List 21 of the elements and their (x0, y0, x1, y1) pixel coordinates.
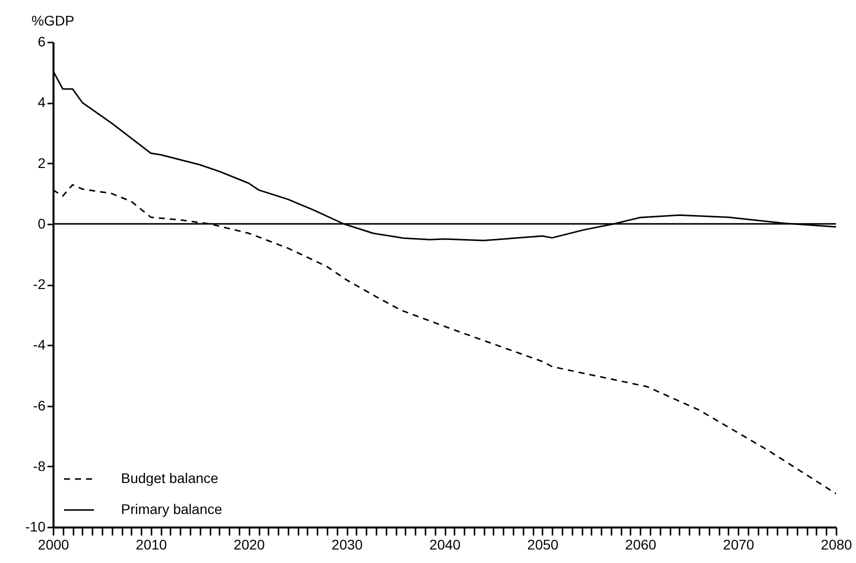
y-tick-label: 4 (38, 94, 46, 110)
y-axis-title: %GDP (32, 12, 74, 28)
y-tick-label: 6 (38, 34, 46, 50)
y-tick-label: -2 (33, 276, 46, 292)
x-tick-label: 2030 (332, 536, 363, 552)
x-tick-label: 2080 (820, 536, 852, 552)
x-tick-label: 2050 (527, 536, 559, 552)
y-tick-label: -8 (33, 458, 46, 474)
x-tick-label: 2060 (625, 536, 657, 552)
x-tick-label: 2070 (723, 536, 754, 552)
legend-label: Primary balance (121, 501, 222, 517)
y-tick-label: 0 (38, 215, 46, 232)
y-tick-label: 2 (38, 154, 46, 171)
y-tick-label: -6 (33, 397, 46, 414)
x-tick-label: 2010 (136, 536, 168, 552)
legend-label: Budget balance (121, 470, 219, 486)
x-tick-label: 2040 (429, 536, 461, 552)
x-tick-label: 2000 (38, 536, 70, 552)
y-tick-label: -4 (33, 336, 46, 353)
x-tick-label: 2020 (234, 536, 266, 552)
y-tick-label: -10 (25, 518, 46, 534)
